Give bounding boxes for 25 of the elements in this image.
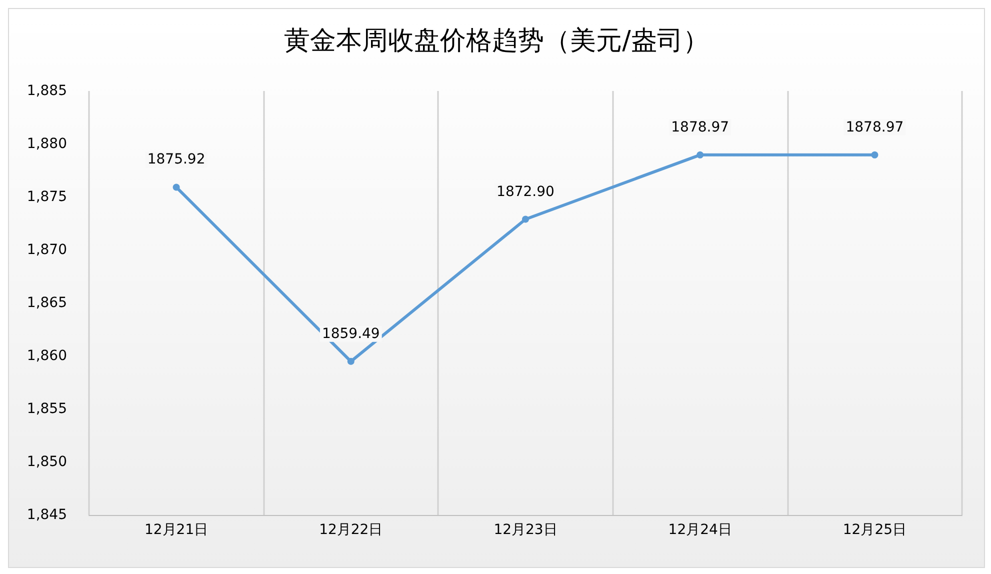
data-label: 1875.92 <box>147 152 206 168</box>
point <box>871 151 878 158</box>
y-tick-label: 1,850 <box>26 454 67 470</box>
point <box>696 151 704 158</box>
x-tick-label: 12月21日 <box>144 522 208 538</box>
x-tick-label: 12月22日 <box>319 522 383 538</box>
data-label: 1859.49 <box>322 326 380 342</box>
chart-title: 黄金本周收盘价格趋势（美元/盎司） <box>284 26 709 56</box>
y-tick-label: 1,875 <box>26 189 67 205</box>
x-tick-label: 12月23日 <box>494 522 558 538</box>
x-tick-label: 12月24日 <box>668 522 732 538</box>
x-tick-label: 12月25日 <box>842 522 907 538</box>
y-tick-label: 1,865 <box>26 295 67 311</box>
data-label: 1872.90 <box>496 184 554 200</box>
point <box>522 216 529 223</box>
y-tick-label: 1,860 <box>26 348 67 364</box>
y-tick-label: 1,880 <box>26 136 67 152</box>
y-tick-label: 1,870 <box>26 242 67 258</box>
y-tick-label: 1,845 <box>26 507 67 523</box>
point <box>347 358 354 365</box>
data-label: 1878.97 <box>671 119 730 136</box>
point <box>172 184 180 191</box>
y-tick-label: 1,885 <box>26 83 67 99</box>
data-label: 1878.97 <box>846 119 904 136</box>
y-tick-label: 1,855 <box>26 401 67 417</box>
